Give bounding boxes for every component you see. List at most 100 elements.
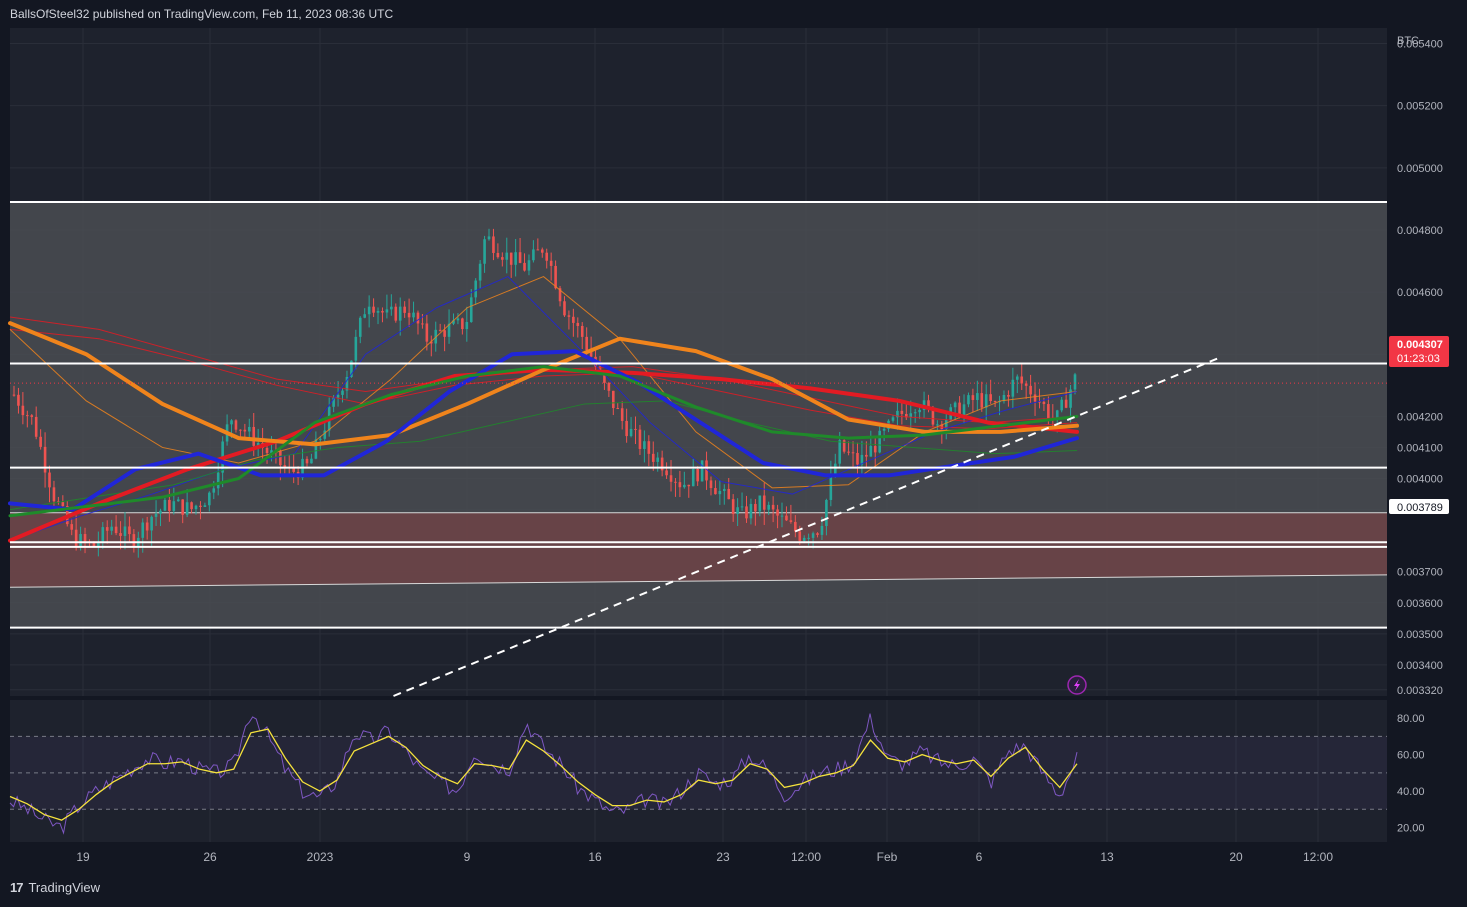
time-tick-label-1: 26 [203, 850, 217, 864]
candle-body [452, 320, 455, 324]
tradingview-logo-icon[interactable]: 17 [10, 880, 24, 895]
candle-body [634, 428, 637, 430]
trendline[interactable] [393, 356, 1221, 697]
candle-body [283, 465, 287, 468]
candle-body [993, 401, 997, 403]
candle-body [896, 410, 899, 418]
candle-body [740, 506, 744, 508]
ma-line-1 [8, 321, 1079, 447]
footer: 17 TradingView [10, 880, 100, 895]
candle-body [825, 499, 828, 526]
candle-body [443, 330, 446, 337]
candle-body [1047, 404, 1050, 419]
candle-body [918, 409, 921, 413]
lightning-icon[interactable] [1067, 675, 1087, 695]
candle-body [958, 402, 961, 417]
candle-body [638, 429, 642, 449]
candle-body [487, 236, 491, 240]
candle-body [572, 316, 575, 323]
rsi-line [9, 713, 1078, 835]
candle-body [501, 257, 504, 260]
candle-body [1064, 399, 1068, 408]
time-tick-label-3: 9 [464, 850, 471, 864]
rsi-ma-line [9, 728, 1078, 821]
candle-body [456, 318, 460, 321]
candle-body [696, 469, 699, 482]
candle-body [354, 336, 358, 361]
candle-body [536, 249, 540, 251]
candle-body [603, 371, 606, 383]
candle-body [256, 442, 260, 446]
rsi-tick-label-2: 40.00 [1397, 786, 1425, 798]
candle-body [838, 440, 842, 464]
candle-body [785, 515, 788, 521]
candle-body [860, 454, 864, 465]
candle-body [407, 312, 411, 318]
candle-body [878, 430, 881, 453]
candle-body [811, 533, 815, 538]
price-tick-label-12: 0.003500 [1397, 629, 1443, 641]
candle-body [461, 318, 464, 330]
candle-body [651, 453, 655, 462]
ma-thin-3 [9, 275, 1078, 542]
candle-body [48, 472, 51, 488]
candle-body [21, 405, 25, 416]
time-tick-label-5: 23 [716, 850, 730, 864]
candle-body [558, 288, 562, 302]
candle-body [962, 404, 966, 417]
candle-body [629, 428, 633, 437]
candle-body [101, 527, 105, 543]
candle-body [247, 426, 251, 432]
time-tick-label-10: 20 [1229, 850, 1243, 864]
candle-body [230, 420, 233, 425]
supply-zone-bottom [9, 574, 1388, 588]
candle-body [1015, 376, 1019, 380]
candle-body [181, 499, 184, 515]
candle-body [647, 441, 651, 454]
candle-body [385, 309, 389, 313]
author-name[interactable]: BallsOfSteel32 [10, 7, 90, 21]
candle-body [350, 360, 353, 377]
candle-body [700, 460, 704, 482]
candle-body [43, 446, 47, 473]
time-axis[interactable]: 19 26 2023 9 16 23 12:00 Feb 6 13 20 12:00 [76, 850, 1333, 864]
time-tick-label-0: 19 [76, 850, 90, 864]
candle-body [1020, 376, 1024, 384]
candle-body [545, 252, 549, 261]
price-tick-label-14: 0.003320 [1397, 685, 1443, 697]
candle-body [789, 520, 793, 522]
candle-body [900, 410, 904, 414]
candle-body [807, 537, 810, 539]
candle-body [514, 252, 517, 265]
price-tick-label-10: 0.003700 [1397, 567, 1443, 579]
candle-body [190, 502, 193, 510]
candle-body [403, 306, 406, 313]
price-tick-label-1: 0.005200 [1397, 101, 1443, 113]
candle-body [984, 394, 988, 408]
candle-body [208, 492, 211, 506]
candle-body [754, 503, 757, 512]
supply-zone [10, 512, 1387, 588]
ma-thin-2 [9, 275, 1078, 489]
candle-body [159, 510, 162, 514]
candle-body [447, 323, 451, 337]
candle-body [714, 488, 717, 495]
rsi-tick-label-1: 60.00 [1397, 750, 1425, 762]
horizontal-levels[interactable] [10, 200, 1387, 629]
candle-body [576, 322, 580, 327]
price-tick-label-2: 0.005000 [1397, 163, 1443, 175]
marked-level-label: 0.003789 [1397, 502, 1443, 514]
candle-body [842, 440, 846, 452]
candle-body [660, 457, 664, 471]
candle-body [314, 439, 318, 459]
brand-name[interactable]: TradingView [28, 880, 101, 895]
candle-body [674, 481, 677, 483]
candle-body [798, 531, 802, 541]
candle-body [736, 507, 739, 515]
rsi-axis[interactable]: 80.00 60.00 40.00 20.00 [1397, 713, 1425, 834]
candle-body [580, 326, 584, 337]
candle-body [780, 515, 784, 517]
price-tick-label-11: 0.003600 [1397, 598, 1443, 610]
rsi-tick-label-0: 80.00 [1397, 713, 1425, 725]
